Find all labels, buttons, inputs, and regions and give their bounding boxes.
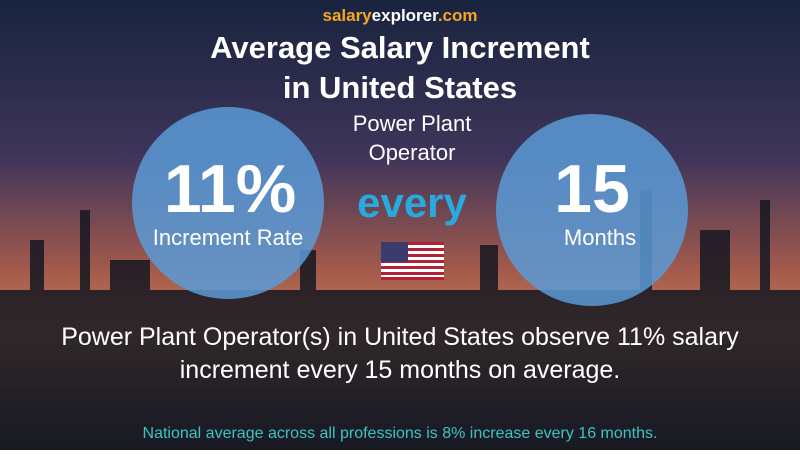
title-line: in United States [283, 70, 517, 105]
increment-label: Increment Rate [153, 225, 303, 250]
brand: salaryexplorer.com [322, 6, 477, 25]
subtitle-line: Operator [369, 140, 456, 165]
increment-value: 11% [164, 151, 296, 227]
connector: every [357, 179, 467, 226]
left-circle [132, 107, 324, 299]
title-line: Average Salary Increment [210, 30, 590, 65]
description-line: Power Plant Operator(s) in United States… [61, 323, 739, 351]
description-line: increment every 15 months on average. [180, 356, 621, 384]
period-label: Months [564, 225, 636, 250]
brand-part: .com [438, 6, 478, 25]
footer: National average across all professions … [143, 425, 658, 442]
us-flag [381, 242, 444, 280]
brand-part: explorer [372, 6, 439, 25]
brand-part: salary [322, 6, 372, 25]
subtitle-line: Power Plant [353, 111, 472, 136]
period-value: 15 [554, 151, 630, 227]
right-circle [496, 114, 688, 306]
